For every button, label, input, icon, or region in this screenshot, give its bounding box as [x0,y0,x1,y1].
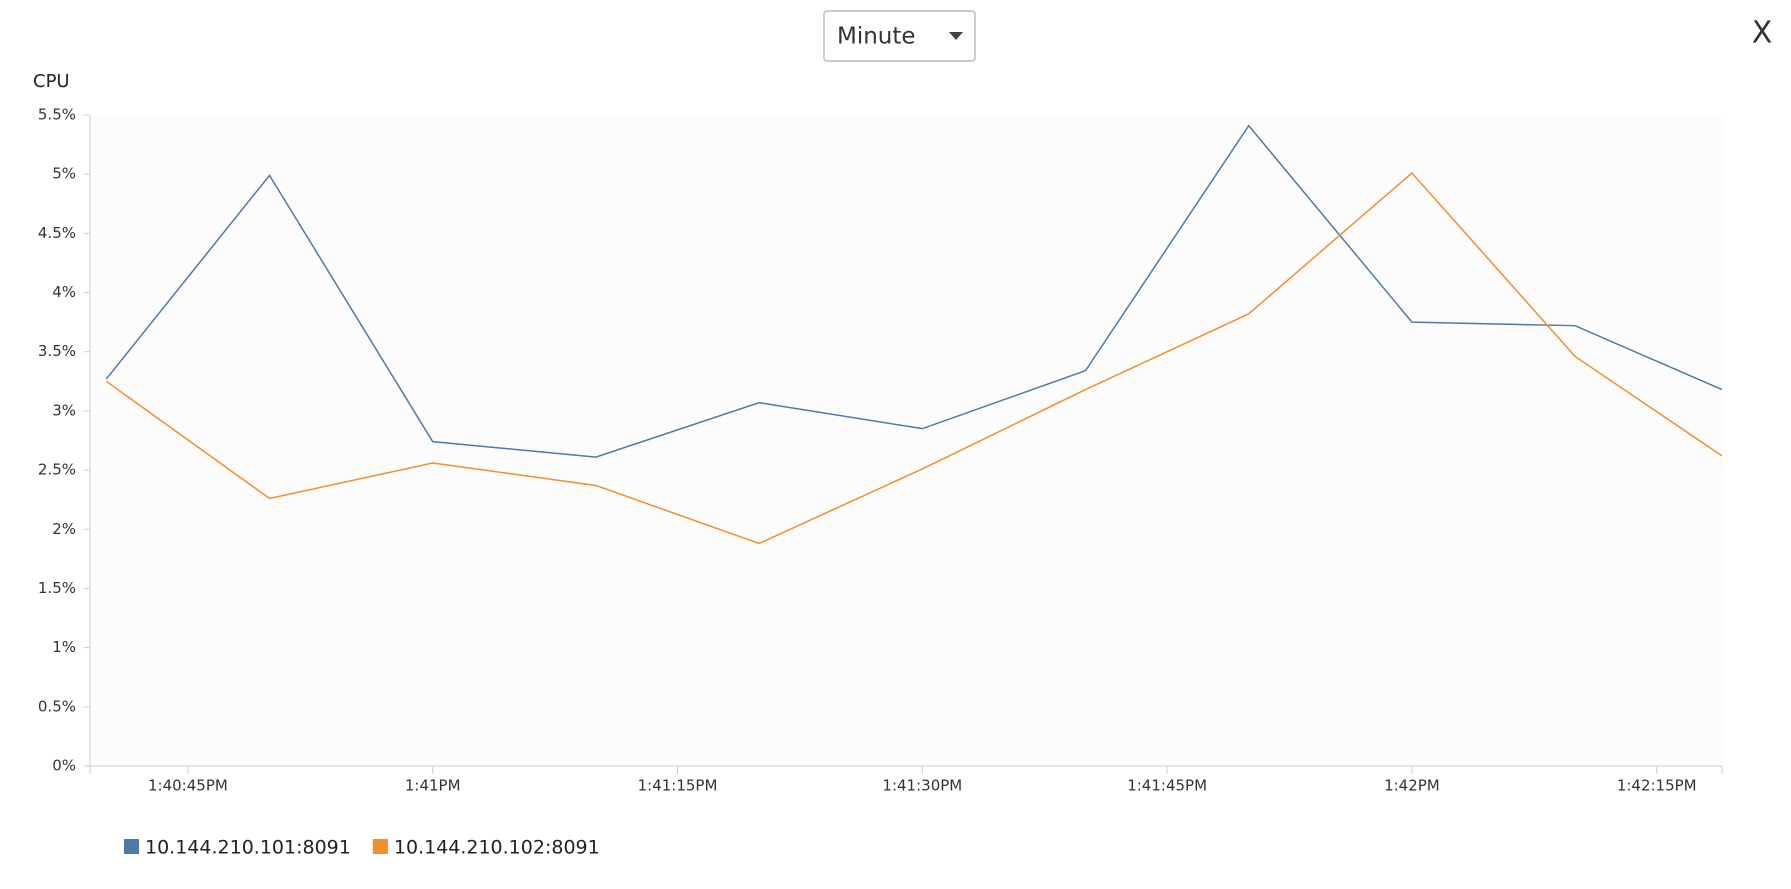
y-tick-label: 0.5% [38,697,76,715]
y-tick-label: 2.5% [38,461,76,479]
y-tick-label: 1% [52,638,76,656]
y-tick-label: 3% [52,401,76,419]
plot-area [90,115,1722,766]
x-tick-label: 1:41:15PM [638,777,718,795]
x-tick-label: 1:41PM [405,777,461,795]
x-tick-label: 1:41:45PM [1127,777,1207,795]
y-tick-label: 5.5% [38,106,76,124]
y-tick-label: 4.5% [38,224,76,242]
x-tick-label: 1:40:45PM [148,777,228,795]
y-tick-label: 4% [52,283,76,301]
y-tick-label: 2% [52,520,76,538]
legend-label: 10.144.210.102:8091 [394,837,600,859]
series-line [105,124,1723,458]
legend-label: 10.144.210.101:8091 [145,837,351,859]
y-axis-title: CPU [33,71,70,92]
x-tick-label: 1:42:15PM [1617,777,1697,795]
close-button[interactable]: X [1752,16,1773,51]
dropdown-label[interactable]: Minute [837,24,916,50]
y-tick-label: 5% [52,165,76,183]
y-tick-label: 0% [52,757,76,775]
legend-swatch [372,839,388,854]
y-tick-label: 3.5% [38,342,76,360]
dropdown[interactable] [823,10,976,62]
x-tick-label: 1:42PM [1384,777,1440,795]
series-line [105,171,1723,545]
legend-swatch [124,839,139,854]
dropdown-arrow[interactable] [949,32,963,40]
x-tick-label: 1:41:30PM [882,777,962,795]
y-tick-label: 1.5% [38,579,76,597]
